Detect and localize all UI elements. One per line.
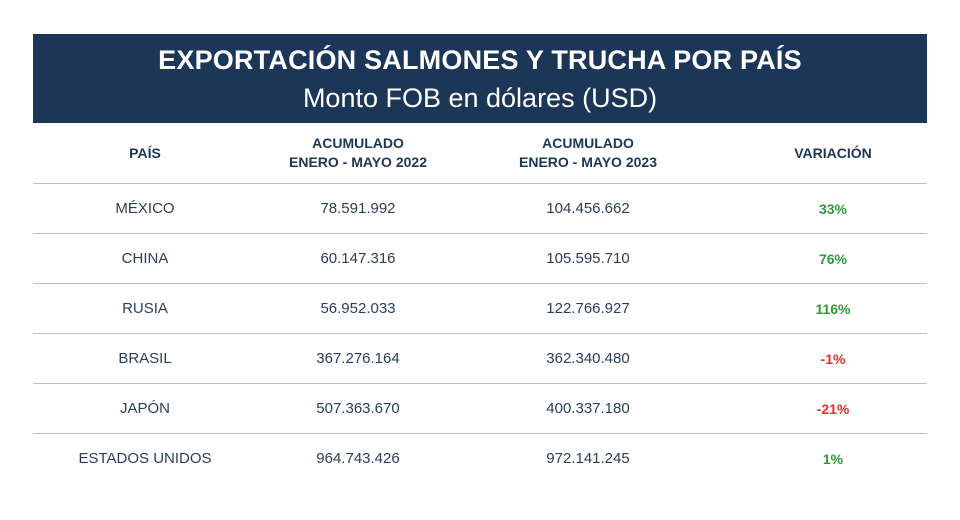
cell-pais: ESTADOS UNIDOS bbox=[78, 450, 212, 467]
table-row: JAPÓN 507.363.670 400.337.180 -21% bbox=[33, 384, 927, 434]
cell-acumulado-2023: 972.141.245 bbox=[546, 450, 630, 467]
header-acumulado-2023-line2: ENERO - MAYO 2023 bbox=[519, 154, 657, 170]
header-variacion: VARIACIÓN bbox=[723, 123, 943, 183]
table-body: MÉXICO 78.591.992 104.456.662 33% CHINA 60.14… bbox=[33, 184, 927, 483]
cell-variacion: 33% bbox=[818, 200, 848, 217]
cell-acumulado-2023: 104.456.662 bbox=[546, 200, 630, 217]
cell-acumulado-2022: 78.591.992 bbox=[320, 200, 396, 217]
header-variacion-label: VARIACIÓN bbox=[794, 144, 872, 161]
table-row: MÉXICO 78.591.992 104.456.662 33% bbox=[33, 184, 927, 234]
cell-acumulado-2023: 400.337.180 bbox=[546, 400, 630, 417]
title-banner: EXPORTACIÓN SALMONES Y TRUCHA POR PAÍS M… bbox=[33, 34, 927, 123]
header-acumulado-2023-line1: ACUMULADO bbox=[542, 135, 634, 151]
cell-variacion: 116% bbox=[815, 300, 851, 317]
header-pais-label: PAÍS bbox=[129, 144, 161, 161]
cell-pais: MÉXICO bbox=[115, 200, 175, 217]
table-row: CHINA 60.147.316 105.595.710 76% bbox=[33, 234, 927, 284]
table-row: ESTADOS UNIDOS 964.743.426 972.141.245 1% bbox=[33, 434, 927, 483]
cell-variacion: 1% bbox=[822, 450, 844, 467]
cell-acumulado-2022: 964.743.426 bbox=[316, 450, 400, 467]
cell-acumulado-2023: 362.340.480 bbox=[546, 350, 630, 367]
cell-acumulado-2022: 60.147.316 bbox=[320, 250, 396, 267]
cell-acumulado-2022: 56.952.033 bbox=[320, 300, 396, 317]
header-acumulado-2022-line2: ENERO - MAYO 2022 bbox=[289, 154, 427, 170]
header-pais: PAÍS bbox=[33, 123, 257, 183]
cell-variacion: -1% bbox=[820, 350, 846, 367]
cell-pais: JAPÓN bbox=[119, 400, 170, 417]
table-row: RUSIA 56.952.033 122.766.927 116% bbox=[33, 284, 927, 334]
header-acumulado-2023: ACUMULADO ENERO - MAYO 2023 bbox=[473, 123, 703, 183]
cell-variacion: 76% bbox=[818, 250, 848, 267]
chart-subtitle: Monto FOB en dólares (USD) bbox=[302, 83, 658, 113]
cell-pais: BRASIL bbox=[118, 350, 172, 367]
header-acumulado-2022: ACUMULADO ENERO - MAYO 2022 bbox=[243, 123, 473, 183]
cell-acumulado-2022: 507.363.670 bbox=[316, 400, 400, 417]
cell-acumulado-2023: 122.766.927 bbox=[546, 300, 630, 317]
export-table: PAÍS ACUMULADO ENERO - MAYO 2022 ACUMULA… bbox=[33, 123, 927, 483]
header-acumulado-2022-line1: ACUMULADO bbox=[312, 135, 404, 151]
table-row: BRASIL 367.276.164 362.340.480 -1% bbox=[33, 334, 927, 384]
cell-variacion: -21% bbox=[816, 400, 850, 417]
cell-pais: CHINA bbox=[121, 250, 169, 267]
cell-acumulado-2022: 367.276.164 bbox=[316, 350, 400, 367]
cell-pais: RUSIA bbox=[122, 300, 168, 317]
cell-acumulado-2023: 105.595.710 bbox=[546, 250, 630, 267]
chart-title: EXPORTACIÓN SALMONES Y TRUCHA POR PAÍS bbox=[158, 45, 802, 75]
table-header: PAÍS ACUMULADO ENERO - MAYO 2022 ACUMULA… bbox=[33, 123, 927, 184]
